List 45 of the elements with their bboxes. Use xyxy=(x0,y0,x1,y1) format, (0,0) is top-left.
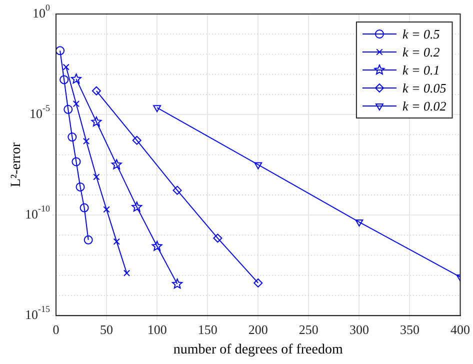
x-tick-label: 0 xyxy=(52,322,60,337)
x-tick-label: 200 xyxy=(248,322,268,337)
point xyxy=(254,162,262,170)
x-tick-label: 50 xyxy=(100,322,114,337)
point xyxy=(68,132,77,142)
point xyxy=(123,270,130,276)
legend-label: k = 0.05 xyxy=(402,80,447,96)
point xyxy=(92,86,101,96)
point xyxy=(132,136,142,145)
point xyxy=(80,203,89,212)
point xyxy=(152,240,162,251)
point xyxy=(111,159,122,170)
point xyxy=(172,186,182,195)
point xyxy=(113,238,120,245)
point xyxy=(213,234,222,243)
x-tick-label: 300 xyxy=(349,322,369,337)
point xyxy=(84,235,93,244)
point xyxy=(254,278,263,288)
x-tick-label: 150 xyxy=(198,322,218,337)
point xyxy=(103,206,110,213)
point xyxy=(72,157,81,166)
point xyxy=(60,75,69,84)
x-tick-label: 350 xyxy=(400,322,420,337)
point xyxy=(355,220,364,227)
legend-label: k = 0.5 xyxy=(402,26,440,42)
x-tick-label: 250 xyxy=(298,322,318,337)
point xyxy=(93,174,100,180)
point xyxy=(132,202,142,212)
x-tick-label: 100 xyxy=(147,322,167,337)
legend-label: k = 0.2 xyxy=(402,44,440,60)
point xyxy=(82,138,90,145)
x-tick-label: 400 xyxy=(450,322,470,337)
point xyxy=(56,46,65,56)
legend-label: k = 0.1 xyxy=(402,62,440,78)
point xyxy=(91,116,102,126)
point xyxy=(172,278,183,289)
x-axis-title: number of degrees of freedom xyxy=(173,342,343,358)
point xyxy=(72,100,80,108)
point xyxy=(153,105,162,112)
legend-label: k = 0.02 xyxy=(402,98,447,114)
point xyxy=(62,64,70,70)
point xyxy=(70,74,82,84)
point xyxy=(76,182,85,192)
point xyxy=(64,104,73,114)
y-axis-title: L²-error xyxy=(9,142,24,188)
